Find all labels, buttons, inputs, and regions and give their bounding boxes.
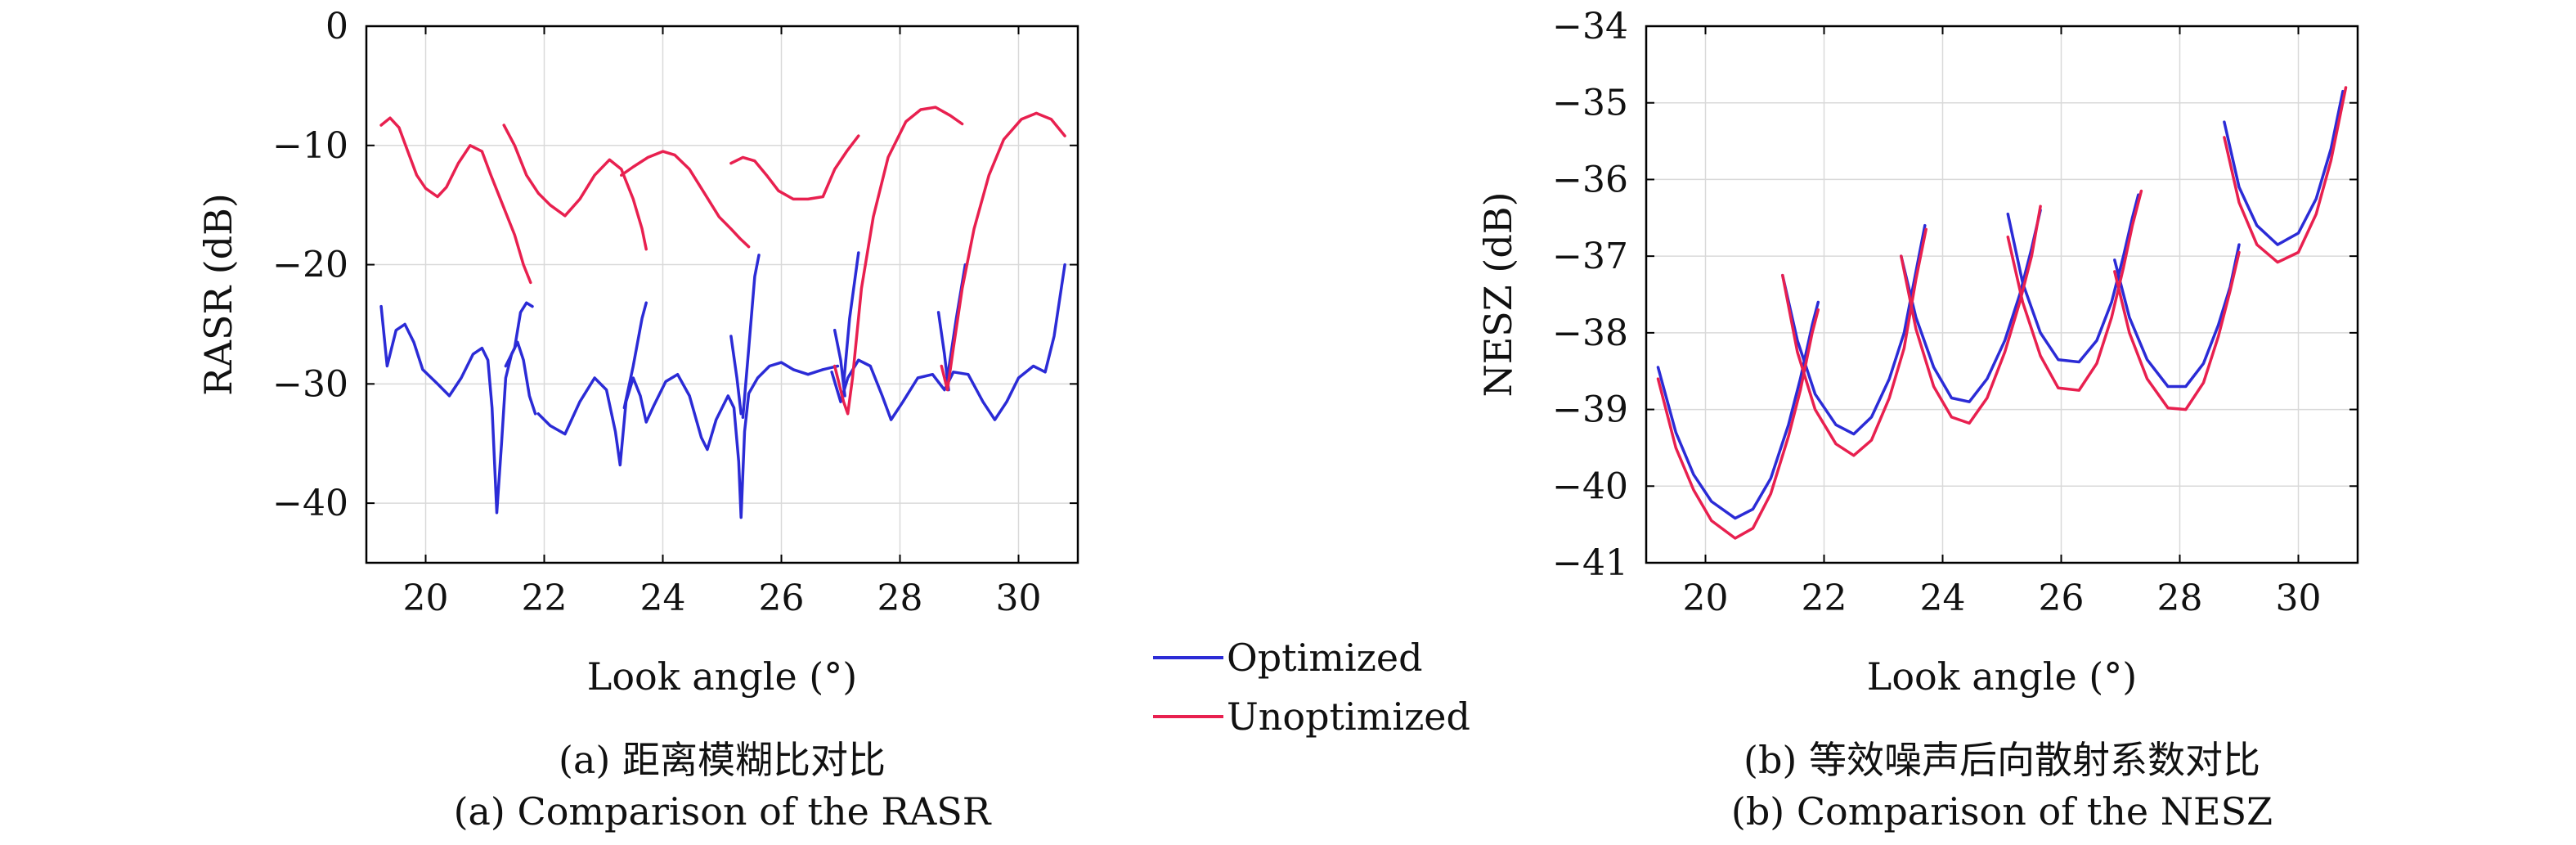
rasr-chart: 20 22 24 26 28 30 0 −10 −20 −30 −40 Look angle (°)… xyxy=(196,6,1079,699)
rasr-series xyxy=(379,106,1066,519)
unoptimized-series-line xyxy=(832,106,964,416)
unoptimized-series-line xyxy=(729,134,860,201)
unoptimized-series-line xyxy=(2223,86,2348,264)
optimized-series-line xyxy=(622,301,648,410)
optimized-series-line xyxy=(2006,193,2140,364)
y-tick-label: −30 xyxy=(272,363,348,405)
unoptimized-series-line xyxy=(1781,227,1928,457)
x-tick-label: 30 xyxy=(2276,578,2322,619)
nesz-plot-frame xyxy=(1645,25,2359,564)
unoptimized-series-line xyxy=(940,111,1066,392)
optimized-series-line xyxy=(1781,223,1927,436)
y-tick-label: −36 xyxy=(1552,159,1628,200)
caption-a-english: (a) Comparison of the RASR xyxy=(454,789,992,834)
optimized-series-line xyxy=(504,301,534,368)
x-tick-label: 24 xyxy=(640,578,686,619)
legend-label-unoptimized: Unoptimized xyxy=(1227,694,1470,739)
y-tick-label: −37 xyxy=(1552,236,1628,277)
caption-a-chinese: (a) 距离模糊比对比 xyxy=(559,738,886,782)
y-tick-label: −35 xyxy=(1552,83,1628,124)
x-tick-label: 30 xyxy=(996,578,1042,619)
unoptimized-series-line xyxy=(2006,189,2143,392)
optimized-series-line xyxy=(830,263,1066,421)
x-tick-label: 26 xyxy=(2039,578,2085,619)
rasr-grid xyxy=(366,25,1078,563)
y-tick-label: −40 xyxy=(1552,465,1628,507)
y-tick-label: 0 xyxy=(325,6,348,47)
optimized-series-line xyxy=(2113,243,2241,389)
y-tick-label: −20 xyxy=(272,245,348,286)
y-tick-label: −39 xyxy=(1552,389,1628,431)
y-tick-label: −10 xyxy=(272,125,348,167)
x-tick-label: 26 xyxy=(759,578,805,619)
legend: Optimized Unoptimized xyxy=(1153,636,1470,739)
optimized-series-line xyxy=(841,251,860,386)
unoptimized-series-line xyxy=(1900,205,2042,425)
nesz-chart: 20 22 24 26 28 30 −34 −35 −36 −37 −38 −39 −40 −41 Loo… xyxy=(1476,6,2359,699)
rasr-x-axis-label: Look angle (°) xyxy=(587,654,857,699)
unoptimized-series-line xyxy=(620,150,751,249)
y-tick-label: −41 xyxy=(1552,542,1628,584)
y-tick-label: −34 xyxy=(1552,6,1628,47)
nesz-y-axis-label: NESZ (dB) xyxy=(1476,191,1520,397)
rasr-ticks: 20 22 24 26 28 30 0 −10 −20 −30 −40 xyxy=(272,6,1078,619)
rasr-y-axis-label: RASR (dB) xyxy=(196,193,240,396)
optimized-series-line xyxy=(1900,209,2042,403)
y-tick-label: −40 xyxy=(272,483,348,524)
nesz-series xyxy=(1656,86,2348,540)
unoptimized-series-line xyxy=(2113,250,2241,411)
nesz-grid xyxy=(1646,25,2358,564)
x-tick-label: 22 xyxy=(1802,578,1847,619)
x-tick-label: 22 xyxy=(522,578,568,619)
optimized-series-line xyxy=(729,335,743,416)
legend-label-optimized: Optimized xyxy=(1227,636,1423,680)
x-tick-label: 20 xyxy=(1683,578,1729,619)
x-tick-label: 28 xyxy=(2157,578,2203,619)
rasr-plot-frame xyxy=(365,25,1079,564)
caption-b-english: (b) Comparison of the NESZ xyxy=(1731,789,2273,834)
unoptimized-series-line xyxy=(1656,308,1820,540)
optimized-series-line xyxy=(536,361,840,519)
y-tick-label: −38 xyxy=(1552,312,1628,354)
x-tick-label: 24 xyxy=(1920,578,1966,619)
optimized-series-line xyxy=(741,254,761,419)
optimized-series-line xyxy=(379,304,537,515)
nesz-ticks: 20 22 24 26 28 30 −34 −35 −36 −37 −38 −39 −40 −41 xyxy=(1552,6,2358,619)
caption-b-chinese: (b) 等效噪声后向散射系数对比 xyxy=(1744,738,2260,782)
optimized-series-line xyxy=(2223,89,2345,246)
unoptimized-series-line xyxy=(502,124,648,251)
nesz-x-axis-label: Look angle (°) xyxy=(1867,654,2137,699)
x-tick-label: 28 xyxy=(877,578,923,619)
x-tick-label: 20 xyxy=(403,578,449,619)
unoptimized-series-line xyxy=(379,116,532,285)
